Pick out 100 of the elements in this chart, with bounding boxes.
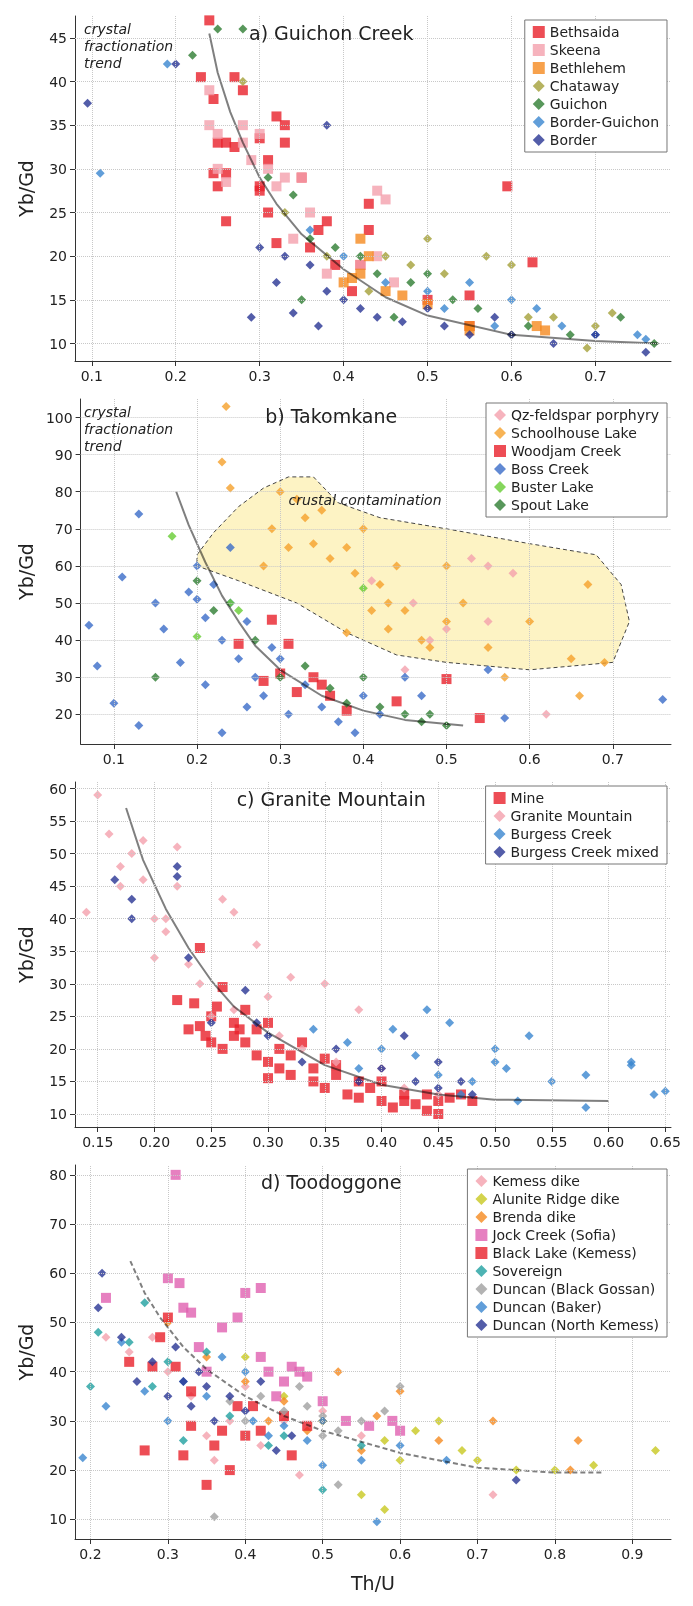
y-tick-label: 55	[49, 813, 67, 830]
legend-label: Guichon	[549, 96, 608, 112]
legend-label: Skeena	[549, 42, 601, 58]
legend-label: Jock Creek (Sofia)	[491, 1227, 617, 1243]
y-tick-label: 70	[49, 1216, 67, 1233]
y-axis-title: Yb/Gd	[14, 926, 37, 984]
y-tick-label: 50	[49, 1314, 67, 1331]
y-tick-label: 40	[49, 910, 67, 927]
legend-label: Woodjam Creek	[511, 443, 623, 459]
x-tick-label: 0.4	[234, 1546, 257, 1562]
legend-label: Bethsaida	[549, 24, 620, 40]
legend-label: Bethlehem	[549, 60, 626, 76]
y-tick-label: 20	[49, 1462, 67, 1479]
legend-label: Burgess Creek	[510, 826, 613, 842]
x-tick-label: 0.55	[536, 1134, 568, 1150]
x-tick-label: 0.3	[248, 368, 271, 384]
x-axis-title: Th/U	[350, 1571, 395, 1594]
y-tick-label: 60	[54, 557, 73, 574]
legend-label: Burgess Creek mixed	[510, 844, 660, 860]
x-tick-label: 0.20	[138, 1134, 171, 1150]
y-tick-label: 40	[49, 73, 67, 90]
y-axis-title: Yb/Gd	[14, 160, 37, 218]
y-tick-label: 30	[49, 160, 67, 177]
x-tick-label: 0.15	[82, 1134, 114, 1150]
chart-title: b) Takomkane	[265, 404, 398, 427]
annotation: crustal contamination	[288, 492, 442, 509]
annotation: crystal fractionation trend	[84, 20, 178, 71]
y-tick-label: 25	[49, 204, 67, 221]
y-axis-title: Yb/Gd	[14, 1323, 37, 1382]
x-tick-label: 0.4	[352, 751, 375, 767]
y-tick-label: 10	[49, 1511, 67, 1528]
x-tick-label: 0.3	[156, 1546, 180, 1562]
legend-label: Brenda dike	[492, 1209, 576, 1225]
x-tick-label: 0.9	[621, 1546, 644, 1562]
legend-label: Qz-feldspar porphyry	[511, 407, 659, 423]
x-tick-label: 0.6	[500, 368, 523, 384]
y-tick-label: 40	[49, 1363, 67, 1380]
y-tick-label: 15	[49, 1073, 67, 1090]
x-tick-label: 0.6	[518, 751, 541, 767]
x-tick-label: 0.50	[479, 1134, 511, 1150]
y-tick-label: 50	[54, 595, 73, 612]
legend-label: Border-Guichon	[549, 114, 660, 130]
y-tick-label: 40	[54, 632, 73, 649]
legend-label: Alunite Ridge dike	[492, 1191, 620, 1207]
y-tick-label: 60	[49, 1265, 67, 1282]
x-tick-label: 0.5	[416, 368, 439, 384]
legend-label: Duncan (Black Gossan)	[492, 1281, 656, 1297]
y-tick-label: 10	[49, 335, 67, 352]
y-tick-label: 35	[49, 943, 67, 960]
y-tick-label: 30	[49, 1412, 67, 1429]
legend-label: Chataway	[549, 78, 620, 94]
x-tick-label: 0.8	[543, 1546, 567, 1562]
legend-label: Mine	[510, 790, 545, 806]
y-tick-label: 50	[49, 845, 67, 862]
x-tick-label: 0.35	[309, 1134, 341, 1150]
x-tick-label: 0.6	[388, 1546, 412, 1562]
y-tick-label: 30	[49, 975, 67, 992]
x-tick-label: 0.60	[592, 1134, 625, 1150]
y-tick-label: 20	[49, 248, 67, 265]
legend-label: Granite Mountain	[510, 808, 633, 824]
y-axis-title: Yb/Gd	[14, 543, 37, 601]
y-tick-label: 100	[45, 409, 73, 426]
y-tick-label: 20	[49, 1040, 67, 1057]
x-tick-label: 0.7	[584, 368, 607, 384]
x-tick-label: 0.40	[365, 1134, 398, 1150]
y-tick-label: 25	[49, 1008, 67, 1025]
annotation: crystal fractionation trend	[84, 403, 178, 454]
legend-label: Duncan (Baker)	[492, 1299, 602, 1315]
legend-label: Duncan (North Kemess)	[492, 1317, 659, 1333]
y-tick-label: 80	[49, 1166, 67, 1183]
x-tick-label: 0.7	[601, 751, 624, 767]
x-tick-label: 0.2	[79, 1546, 102, 1562]
x-tick-label: 0.1	[80, 368, 103, 384]
legend-label: Kemess dike	[492, 1173, 580, 1189]
legend-label: Sovereign	[492, 1263, 563, 1279]
chart-title: d) Toodoggone	[261, 1170, 402, 1193]
y-tick-label: 60	[49, 780, 67, 797]
y-tick-label: 10	[49, 1105, 67, 1122]
x-tick-label: 0.5	[311, 1546, 334, 1562]
y-tick-label: 15	[49, 291, 67, 308]
x-tick-label: 0.2	[185, 751, 209, 767]
x-tick-label: 0.25	[195, 1134, 227, 1150]
y-tick-label: 30	[54, 669, 73, 686]
x-tick-label: 0.7	[466, 1546, 489, 1562]
y-tick-label: 45	[49, 29, 67, 46]
y-tick-label: 35	[49, 117, 67, 134]
x-tick-label: 0.5	[435, 751, 458, 767]
legend-label: Buster Lake	[511, 479, 594, 495]
y-tick-label: 90	[54, 446, 73, 463]
y-tick-label: 20	[54, 706, 73, 723]
x-tick-label: 0.65	[649, 1134, 681, 1150]
legend-label: Black Lake (Kemess)	[492, 1245, 637, 1261]
x-tick-label: 0.30	[252, 1134, 284, 1150]
y-tick-label: 45	[49, 878, 67, 895]
y-tick-label: 80	[54, 483, 73, 500]
legend-label: Spout Lake	[511, 497, 589, 513]
x-tick-label: 0.4	[332, 368, 355, 384]
x-tick-label: 0.1	[102, 751, 126, 767]
legend-label: Boss Creek	[511, 461, 590, 477]
y-tick-label: 70	[54, 520, 73, 537]
